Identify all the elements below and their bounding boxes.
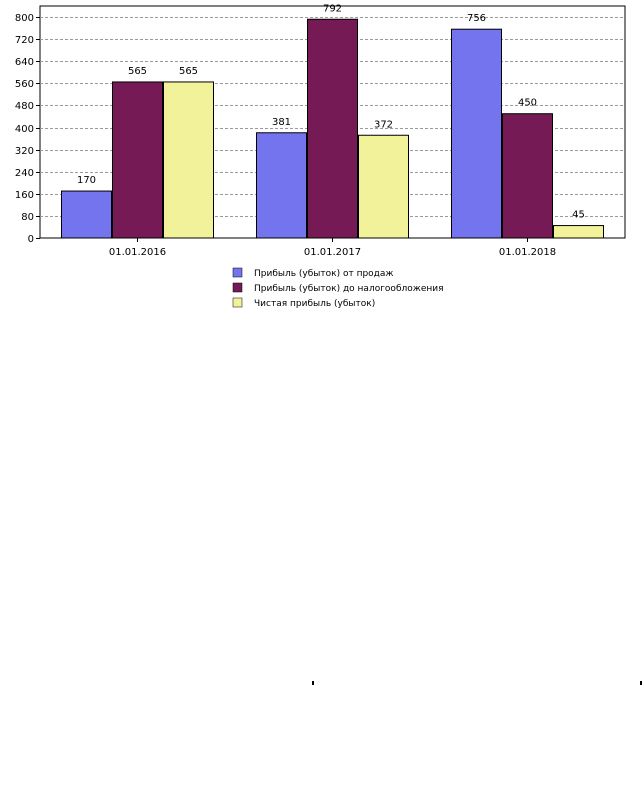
legend: Прибыль (убыток) от продаж Прибыль (убыто… xyxy=(232,267,444,309)
data-label: 565 xyxy=(128,66,147,77)
x-tick-label: 01.01.2016 xyxy=(109,247,166,258)
y-tick-label: 240 xyxy=(15,168,34,179)
y-tick-label: 640 xyxy=(15,57,34,68)
legend-swatch xyxy=(232,267,243,278)
bar xyxy=(256,132,307,239)
x-tick-label: 01.01.2018 xyxy=(499,247,556,258)
bars xyxy=(61,18,604,239)
y-tick-label: 480 xyxy=(15,101,34,112)
bar xyxy=(553,225,604,239)
data-label: 565 xyxy=(179,66,198,77)
bar xyxy=(112,81,163,239)
bar xyxy=(307,18,358,239)
legend-label: Прибыль (убыток) до налогообложения xyxy=(254,284,444,294)
data-label: 450 xyxy=(518,98,537,109)
y-tick-label: 560 xyxy=(15,79,34,90)
y-tick-label: 400 xyxy=(15,124,34,135)
data-label: 45 xyxy=(572,210,585,221)
data-label: 372 xyxy=(374,119,393,130)
data-label: 792 xyxy=(323,3,342,14)
stray-mark xyxy=(312,681,314,685)
bar xyxy=(358,134,409,239)
legend-label: Чистая прибыль (убыток) xyxy=(254,299,375,309)
x-tick-label: 01.01.2017 xyxy=(304,247,361,258)
y-tick-label: 320 xyxy=(15,146,34,157)
y-axis: 0 80 160 240 320 400 480 560 640 720 800 xyxy=(15,13,40,245)
data-labels: 170 565 565 381 792 372 756 450 45 xyxy=(77,3,585,220)
bar xyxy=(163,81,214,239)
bar xyxy=(502,113,553,239)
x-axis: 01.01.2016 01.01.2017 01.01.2018 xyxy=(109,238,556,258)
y-tick-label: 720 xyxy=(15,35,34,46)
y-tick-label: 80 xyxy=(21,212,34,223)
bar xyxy=(61,190,112,239)
stray-mark xyxy=(640,681,642,685)
data-label: 170 xyxy=(77,175,96,186)
data-label: 756 xyxy=(467,13,486,24)
legend-swatch xyxy=(232,282,243,293)
data-label: 381 xyxy=(272,117,291,128)
bar xyxy=(451,28,502,239)
legend-swatch xyxy=(232,297,243,308)
y-tick-label: 0 xyxy=(28,234,34,245)
legend-label: Прибыль (убыток) от продаж xyxy=(254,269,394,279)
y-tick-label: 160 xyxy=(15,190,34,201)
y-tick-label: 800 xyxy=(15,13,34,24)
